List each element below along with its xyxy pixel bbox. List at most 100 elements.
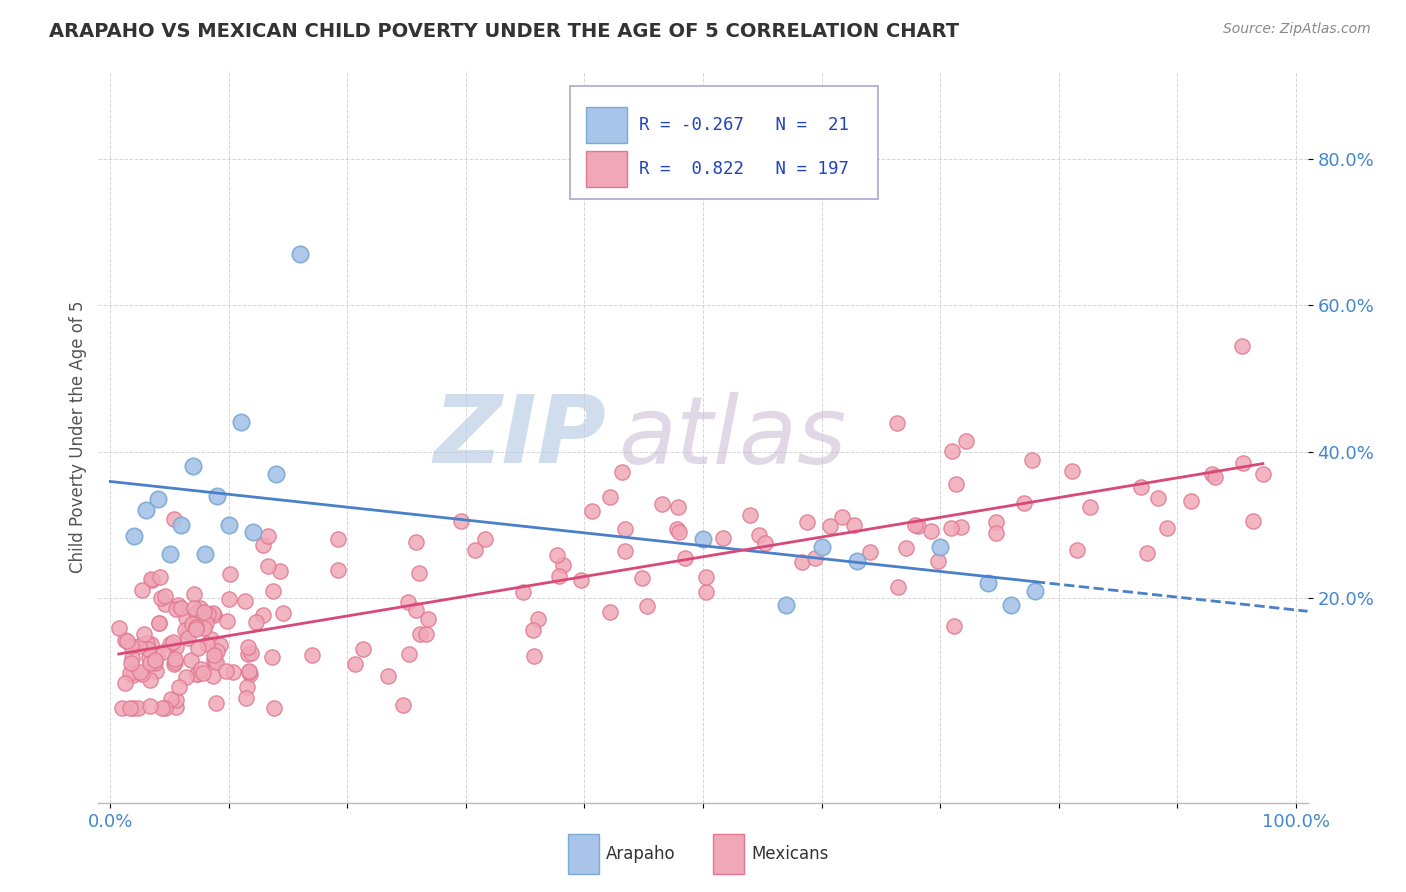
Point [115,633,138,648]
Point [121,650,143,665]
Point [162,635,184,649]
Point [1204,470,1226,484]
Point [186,666,208,681]
Point [464,543,486,558]
Point [167,680,190,694]
Point [132,637,155,651]
Point [200,632,222,646]
Point [405,603,427,617]
Point [754,535,776,549]
Point [262,650,284,665]
Point [150,700,173,714]
Point [613,544,636,558]
Point [610,466,633,480]
Point [138,650,160,665]
Point [810,540,832,554]
Point [218,567,240,582]
Point [986,515,1008,529]
Point [184,607,207,621]
Point [166,699,188,714]
Point [1201,467,1223,481]
Point [405,535,427,549]
Point [804,550,827,565]
Point [398,647,420,661]
Point [377,669,399,683]
Point [551,558,574,573]
Point [257,559,280,574]
Point [131,582,153,597]
Point [187,640,209,655]
Point [180,652,202,666]
Point [344,657,367,671]
Point [238,647,260,661]
Point [120,639,142,653]
Point [949,520,972,534]
Point [143,653,166,667]
Point [1136,546,1159,560]
Point [195,637,218,651]
Point [1021,452,1043,467]
Point [215,614,238,628]
Point [920,524,942,538]
Point [183,601,205,615]
Point [229,416,252,430]
Point [238,665,260,680]
Point [740,508,762,523]
FancyBboxPatch shape [568,834,599,874]
Point [409,627,432,641]
Point [569,573,592,587]
Point [201,669,224,683]
Point [929,540,952,554]
Point [522,624,544,638]
Point [205,696,228,710]
Point [450,514,472,528]
Point [205,489,228,503]
Point [1066,542,1088,557]
Point [859,544,882,558]
Point [415,627,437,641]
Point [927,554,949,568]
Point [165,601,187,615]
Point [945,477,967,491]
Point [131,667,153,681]
Point [222,665,245,679]
Point [218,517,240,532]
Point [183,587,205,601]
Text: ZIP: ZIP [433,391,606,483]
Point [136,642,159,657]
Point [548,569,571,583]
Point [187,611,209,625]
Point [408,566,430,580]
Point [523,649,546,664]
Point [188,601,211,615]
Point [114,633,136,648]
Point [107,621,129,635]
Point [138,656,160,670]
Point [790,556,813,570]
Point [163,512,186,526]
Point [328,533,350,547]
Point [846,554,869,568]
Text: R = -0.267   N =  21: R = -0.267 N = 21 [638,116,849,134]
Point [775,599,797,613]
Point [205,656,228,670]
Point [1251,467,1274,481]
Point [127,700,149,714]
Point [418,612,440,626]
Point [352,642,374,657]
Point [527,612,550,626]
Point [831,509,853,524]
Point [194,547,217,561]
Point [165,692,187,706]
Point [326,563,349,577]
Point [142,656,165,670]
Point [396,595,419,609]
Point [170,601,193,615]
Point [170,517,193,532]
Point [239,667,262,681]
Point [145,648,167,663]
Point [1060,464,1083,478]
Point [193,609,215,624]
Point [613,522,636,536]
Point [128,640,150,654]
